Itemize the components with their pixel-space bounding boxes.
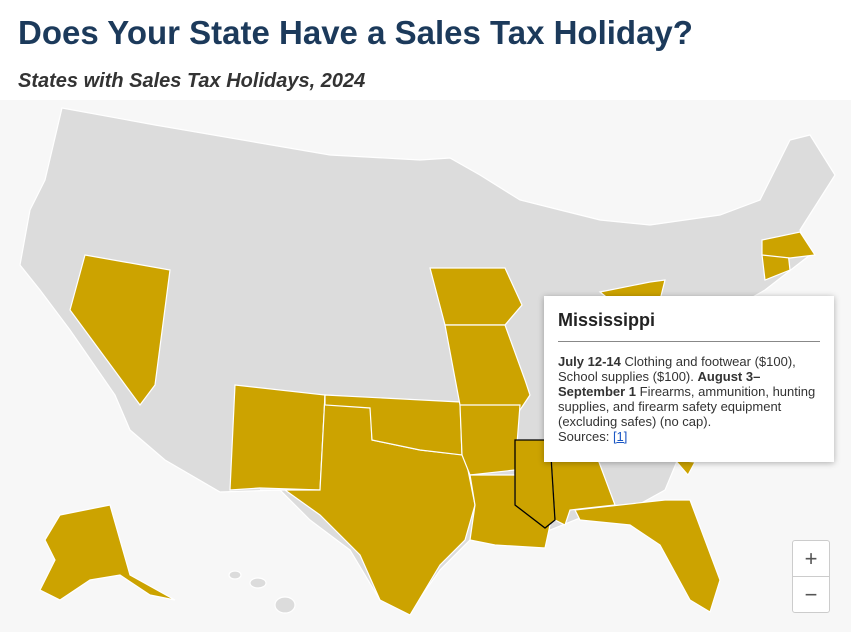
sources-label: Sources: [558, 429, 610, 444]
zoom-in[interactable]: + [804, 546, 818, 571]
hawaii [228, 570, 296, 614]
states [19, 107, 836, 616]
holiday-states[interactable] [39, 231, 817, 616]
map [0, 100, 851, 632]
source-link[interactable]: [1] [612, 429, 628, 444]
subtitle: States with Sales Tax Holidays, 2024 [18, 70, 366, 92]
tooltip-body: July 12-14 Clothing and footwear ($100),… [558, 354, 820, 444]
tooltip: Mississippi July 12-14 Clothing and foot… [544, 296, 834, 462]
zoom-out[interactable]: − [793, 576, 829, 612]
holiday-dates: August 3– September 1 [558, 369, 761, 399]
holiday-items: Clothing and footwear ($100), School sup… [558, 354, 796, 384]
title: Does Your State Have a Sales Tax Holiday… [18, 14, 693, 51]
holiday-dates: July 12-14 [558, 354, 621, 369]
tooltip-state: Mississippi [558, 310, 820, 342]
holiday-items: Firearms, ammunition, hunting supplies, … [558, 384, 816, 429]
zoom-controls: + − [792, 540, 830, 613]
